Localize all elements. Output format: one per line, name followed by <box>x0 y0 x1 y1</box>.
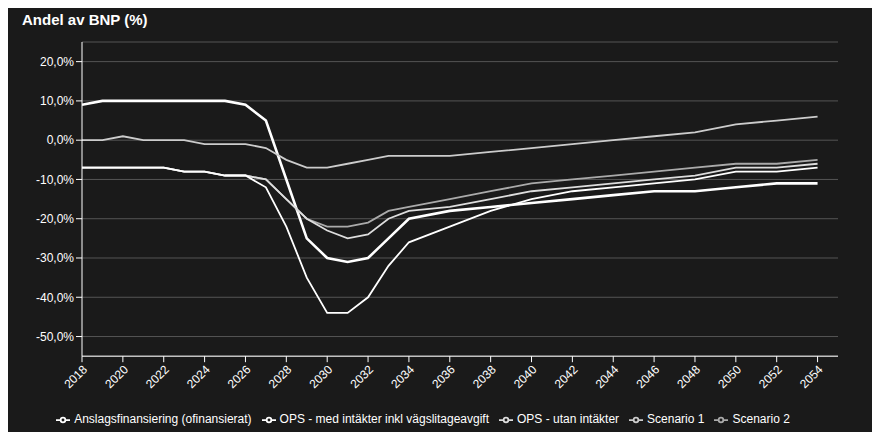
html-text:OPS - utan intäkter: OPS - utan intäkter <box>517 412 620 427</box>
svg-text:10,0%: 10,0% <box>40 94 74 108</box>
svg-text:2048: 2048 <box>674 362 703 391</box>
svg-text:2040: 2040 <box>511 362 540 391</box>
svg-text:2038: 2038 <box>470 362 499 391</box>
svg-text:-50,0%: -50,0% <box>36 330 74 344</box>
svg-text:2032: 2032 <box>347 362 376 391</box>
svg-text:2030: 2030 <box>307 362 336 391</box>
svg-text:2042: 2042 <box>552 362 581 391</box>
svg-text:-30,0%: -30,0% <box>36 251 74 265</box>
html-text:Scenario 1: Scenario 1 <box>647 412 705 427</box>
svg-text:2018: 2018 <box>61 362 90 391</box>
svg-text:2050: 2050 <box>715 362 744 391</box>
html-text:Anslagsfinansiering (ofinansie: Anslagsfinansiering (ofinansierat) <box>74 412 252 427</box>
svg-text:2054: 2054 <box>797 362 826 391</box>
svg-text:2024: 2024 <box>184 362 213 391</box>
svg-text:2046: 2046 <box>633 362 662 391</box>
svg-text:2022: 2022 <box>143 362 172 391</box>
html-text:Scenario 2: Scenario 2 <box>732 412 790 427</box>
svg-text:-20,0%: -20,0% <box>36 212 74 226</box>
svg-text:2052: 2052 <box>756 362 785 391</box>
svg-text:-40,0%: -40,0% <box>36 291 74 305</box>
svg-text:0,0%: 0,0% <box>47 133 75 147</box>
html-text:OPS - med intäkter inkl vägsli: OPS - med intäkter inkl vägslitageavgift <box>279 412 489 427</box>
svg-text:2020: 2020 <box>102 362 131 391</box>
svg-text:2026: 2026 <box>225 362 254 391</box>
svg-text:2034: 2034 <box>388 362 417 391</box>
svg-text:2036: 2036 <box>429 362 458 391</box>
svg-text:-10,0%: -10,0% <box>36 173 74 187</box>
html-text:Andel av BNP (%): Andel av BNP (%) <box>22 11 148 28</box>
svg-text:2044: 2044 <box>593 362 622 391</box>
svg-text:20,0%: 20,0% <box>40 55 74 69</box>
svg-text:2028: 2028 <box>266 362 295 391</box>
